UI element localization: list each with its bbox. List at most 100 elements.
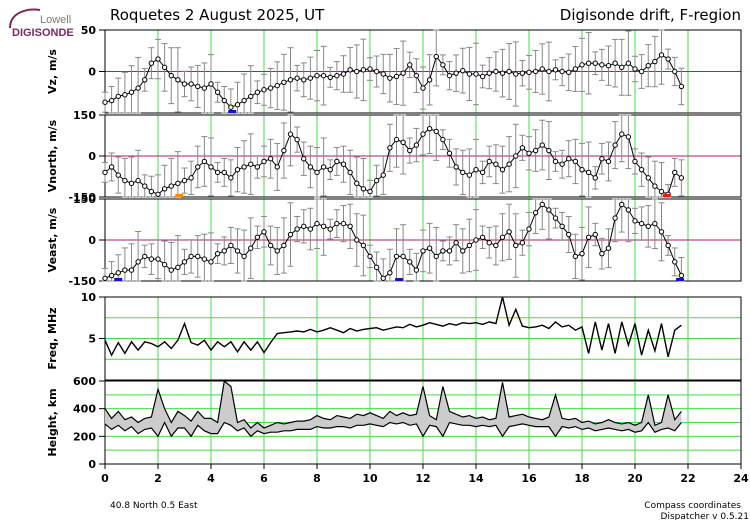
saturation-marker bbox=[175, 194, 184, 197]
data-point bbox=[221, 97, 227, 104]
data-point bbox=[108, 272, 115, 279]
data-point bbox=[605, 62, 612, 69]
data-point bbox=[407, 259, 413, 265]
data-point bbox=[241, 97, 247, 104]
data-point bbox=[122, 267, 128, 273]
data-point bbox=[142, 183, 148, 189]
data-point bbox=[161, 186, 168, 192]
data-point bbox=[546, 207, 552, 213]
data-point bbox=[201, 158, 208, 165]
data-point bbox=[234, 166, 241, 173]
data-point bbox=[566, 69, 572, 76]
panel-frame bbox=[104, 198, 742, 282]
logo-bottom-text: DIGISONDE bbox=[12, 27, 74, 39]
y-tick-label: 150 bbox=[73, 193, 96, 206]
data-point bbox=[254, 234, 261, 240]
data-point bbox=[625, 60, 632, 66]
station-location: 40.8 North 0.5 East bbox=[110, 501, 198, 511]
data-point bbox=[340, 220, 347, 227]
data-point bbox=[393, 73, 400, 80]
data-point bbox=[585, 60, 592, 66]
data-point bbox=[506, 161, 512, 167]
data-point bbox=[513, 71, 519, 77]
data-point bbox=[102, 169, 108, 176]
data-point bbox=[307, 226, 314, 232]
data-point bbox=[373, 177, 380, 184]
data-point bbox=[453, 240, 459, 246]
data-point bbox=[393, 136, 400, 143]
data-point bbox=[221, 169, 227, 176]
data-point bbox=[473, 237, 479, 243]
data-point bbox=[499, 166, 506, 173]
data-point bbox=[294, 75, 300, 81]
logo: Lowell DIGISONDE bbox=[9, 8, 74, 39]
data-point bbox=[307, 75, 314, 81]
y-tick-label: 10 bbox=[81, 291, 97, 304]
data-point bbox=[460, 248, 466, 254]
data-point bbox=[128, 180, 135, 187]
data-point bbox=[413, 72, 420, 79]
data-point bbox=[612, 60, 618, 66]
data-point bbox=[234, 248, 241, 254]
data-point bbox=[301, 223, 307, 230]
data-point bbox=[532, 147, 539, 154]
data-point bbox=[599, 62, 605, 68]
data-point bbox=[294, 226, 300, 232]
data-point bbox=[539, 201, 545, 208]
data-point bbox=[559, 223, 565, 230]
series-line bbox=[104, 203, 682, 280]
series-line bbox=[104, 54, 682, 108]
data-point bbox=[433, 53, 439, 60]
x-tick-label: 20 bbox=[627, 472, 643, 485]
data-point bbox=[181, 177, 188, 184]
data-point bbox=[367, 66, 373, 72]
logo-arc-icon bbox=[9, 8, 41, 29]
data-point bbox=[287, 131, 294, 137]
data-point bbox=[539, 66, 545, 72]
data-point bbox=[301, 77, 307, 83]
coordinate-system: Compass coordinates bbox=[644, 501, 741, 511]
data-point bbox=[320, 223, 327, 230]
data-point bbox=[486, 240, 492, 246]
data-point bbox=[665, 56, 671, 62]
data-point bbox=[579, 250, 585, 257]
data-point bbox=[241, 253, 247, 260]
chart-subtitle: Digisonde drift, F-region bbox=[560, 6, 741, 24]
x-tick-label: 2 bbox=[154, 472, 162, 485]
data-point bbox=[228, 242, 234, 249]
data-point bbox=[307, 164, 314, 170]
data-point bbox=[400, 139, 406, 146]
data-point bbox=[566, 156, 572, 162]
data-point bbox=[506, 229, 512, 235]
data-point bbox=[632, 158, 638, 165]
data-point bbox=[619, 131, 625, 137]
data-point bbox=[267, 242, 274, 249]
data-point bbox=[168, 183, 174, 189]
data-point bbox=[261, 158, 267, 165]
x-tick-label: 16 bbox=[521, 472, 537, 485]
data-point bbox=[168, 267, 174, 273]
data-point bbox=[526, 69, 532, 76]
data-point bbox=[241, 164, 247, 170]
data-point bbox=[572, 158, 579, 165]
data-point bbox=[407, 62, 413, 68]
x-tick-label: 10 bbox=[362, 472, 378, 485]
data-point bbox=[433, 253, 439, 260]
data-point bbox=[108, 164, 115, 170]
data-point bbox=[559, 68, 565, 75]
data-point bbox=[201, 256, 208, 262]
data-point bbox=[354, 237, 360, 243]
data-point bbox=[201, 85, 208, 91]
y-tick-label: 0 bbox=[88, 458, 96, 471]
data-point bbox=[678, 175, 685, 181]
x-tick-label: 24 bbox=[733, 472, 749, 485]
data-point bbox=[347, 67, 353, 73]
y-axis-label: Freq, MHz bbox=[46, 307, 59, 369]
data-point bbox=[188, 81, 194, 87]
data-point bbox=[301, 156, 307, 162]
data-point bbox=[619, 201, 625, 208]
data-point bbox=[446, 72, 453, 79]
data-point bbox=[466, 71, 473, 77]
data-point bbox=[420, 131, 426, 137]
